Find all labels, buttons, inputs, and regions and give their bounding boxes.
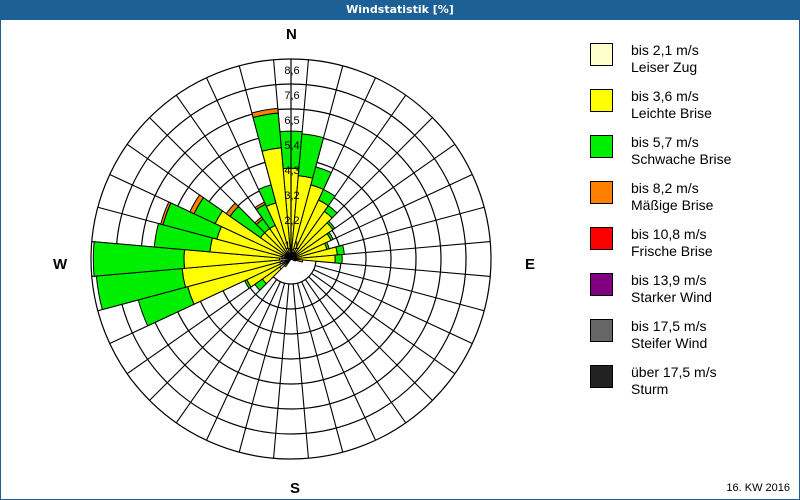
legend-label: Frische Brise xyxy=(631,243,713,259)
legend-range: bis 2,1 m/s xyxy=(631,42,699,58)
grid-spoke xyxy=(315,260,491,277)
compass-north-label: N xyxy=(286,26,297,43)
grid-spoke xyxy=(273,283,290,459)
wind-wedge-segment xyxy=(252,112,282,152)
compass-east-label: E xyxy=(525,256,536,273)
legend-item-leiser-zug: bis 2,1 m/s Leiser Zug xyxy=(590,42,790,88)
wind-wedge-segment xyxy=(189,194,205,215)
grid-spoke xyxy=(311,143,456,246)
legend-range: über 17,5 m/s xyxy=(631,364,717,380)
wind-wedge-segment xyxy=(297,133,325,179)
ring-label: 3,2 xyxy=(284,190,299,202)
grid-spoke xyxy=(301,281,377,441)
legend-swatch xyxy=(590,319,613,342)
legend-label: Mäßige Brise xyxy=(631,197,714,213)
legend-label: Leiser Zug xyxy=(631,59,698,75)
legend-item-steifer-wind: bis 17,5 m/s Steifer Wind xyxy=(590,318,790,364)
legend-label: Starker Wind xyxy=(631,289,712,305)
wind-wedge-segment xyxy=(335,244,345,256)
grid-spoke xyxy=(292,283,309,459)
legend-label: Sturm xyxy=(631,381,669,397)
wind-wedge-segment xyxy=(326,231,334,241)
legend-range: bis 10,8 m/s xyxy=(631,226,707,242)
legend-range: bis 13,9 m/s xyxy=(631,272,707,288)
grid-spoke xyxy=(313,269,473,345)
compass-west-label: W xyxy=(53,256,68,273)
ring-label: 2,2 xyxy=(284,215,299,227)
wind-wedge-segment xyxy=(251,107,279,119)
grid-spoke xyxy=(205,281,281,441)
legend-range: bis 17,5 m/s xyxy=(631,318,707,334)
legend-label: Steifer Wind xyxy=(631,335,708,351)
ring-label: 5,4 xyxy=(284,140,299,152)
legend-item-leichte-brise: bis 3,6 m/s Leichte Brise xyxy=(590,88,790,134)
legend-item-sturm: über 17,5 m/s Sturm xyxy=(590,364,790,410)
legend-item-frische-brise: bis 10,8 m/s Frische Brise xyxy=(590,226,790,272)
ring-label: 8,6 xyxy=(284,65,299,77)
ring-label: 4,3 xyxy=(284,165,299,177)
wind-wedge-segment xyxy=(334,253,343,265)
legend-swatch xyxy=(590,89,613,112)
wind-wedge-segment xyxy=(317,188,336,207)
compass-south-label: S xyxy=(290,480,301,497)
legend-range: bis 5,7 m/s xyxy=(631,134,699,150)
grid-spoke xyxy=(311,272,456,375)
grid-spoke xyxy=(315,241,491,258)
grid-spoke xyxy=(126,272,271,375)
wind-wedge-segment xyxy=(310,166,332,191)
grid-spoke xyxy=(296,283,344,453)
legend-item-maessige-brise: bis 8,2 m/s Mäßige Brise xyxy=(590,180,790,226)
ring-label: 6,5 xyxy=(284,115,299,127)
legend-item-schwache-brise: bis 5,7 m/s Schwache Brise xyxy=(590,134,790,180)
grid-spoke xyxy=(313,173,473,249)
wind-wedge-segment xyxy=(153,222,213,253)
legend-swatch xyxy=(590,181,613,204)
ring-label: 1,1 xyxy=(284,240,299,252)
legend-swatch xyxy=(590,43,613,66)
wind-wedge-segment xyxy=(225,202,240,218)
window-title: Windstatistik [%] xyxy=(0,0,800,20)
grid-spoke xyxy=(238,283,286,453)
legend: bis 2,1 m/s Leiser Zug bis 3,6 m/s Leichte… xyxy=(590,42,790,410)
week-label: 16. KW 2016 xyxy=(726,482,790,494)
grid-spoke xyxy=(308,276,433,401)
legend-swatch xyxy=(590,227,613,250)
legend-swatch xyxy=(590,365,613,388)
wind-wedge-segment xyxy=(92,241,185,277)
legend-item-starker-wind: bis 13,9 m/s Starker Wind xyxy=(590,272,790,318)
grid-spoke xyxy=(175,279,278,424)
grid-spoke xyxy=(304,279,407,424)
legend-swatch xyxy=(590,273,613,296)
grid-spoke xyxy=(149,276,274,401)
wind-wedge-segment xyxy=(323,204,338,219)
grid-spoke xyxy=(315,264,485,312)
legend-range: bis 8,2 m/s xyxy=(631,180,699,196)
wind-wedge-segment xyxy=(160,201,172,226)
legend-label: Leichte Brise xyxy=(631,105,712,121)
grid-spoke xyxy=(315,206,485,254)
legend-swatch xyxy=(590,135,613,158)
legend-label: Schwache Brise xyxy=(631,151,732,167)
wind-wedge-segment xyxy=(326,220,336,231)
legend-range: bis 3,6 m/s xyxy=(631,88,699,104)
ring-label: 7,6 xyxy=(284,90,299,102)
wind-wedge-segment xyxy=(292,258,297,262)
